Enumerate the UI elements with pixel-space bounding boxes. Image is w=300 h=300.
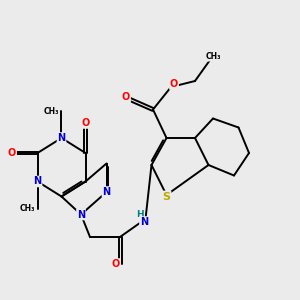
Text: N: N xyxy=(57,133,66,143)
Text: N: N xyxy=(102,187,111,197)
Text: O: O xyxy=(122,92,130,103)
Text: O: O xyxy=(81,118,90,128)
Text: O: O xyxy=(8,148,16,158)
Text: CH₃: CH₃ xyxy=(205,52,221,61)
Text: CH₃: CH₃ xyxy=(19,204,35,213)
Text: S: S xyxy=(163,191,170,202)
Text: CH₃: CH₃ xyxy=(43,106,59,116)
Text: O: O xyxy=(111,259,120,269)
Text: H: H xyxy=(136,210,144,219)
Text: N: N xyxy=(33,176,42,187)
Text: N: N xyxy=(140,217,148,227)
Text: O: O xyxy=(170,79,178,89)
Text: N: N xyxy=(77,209,85,220)
